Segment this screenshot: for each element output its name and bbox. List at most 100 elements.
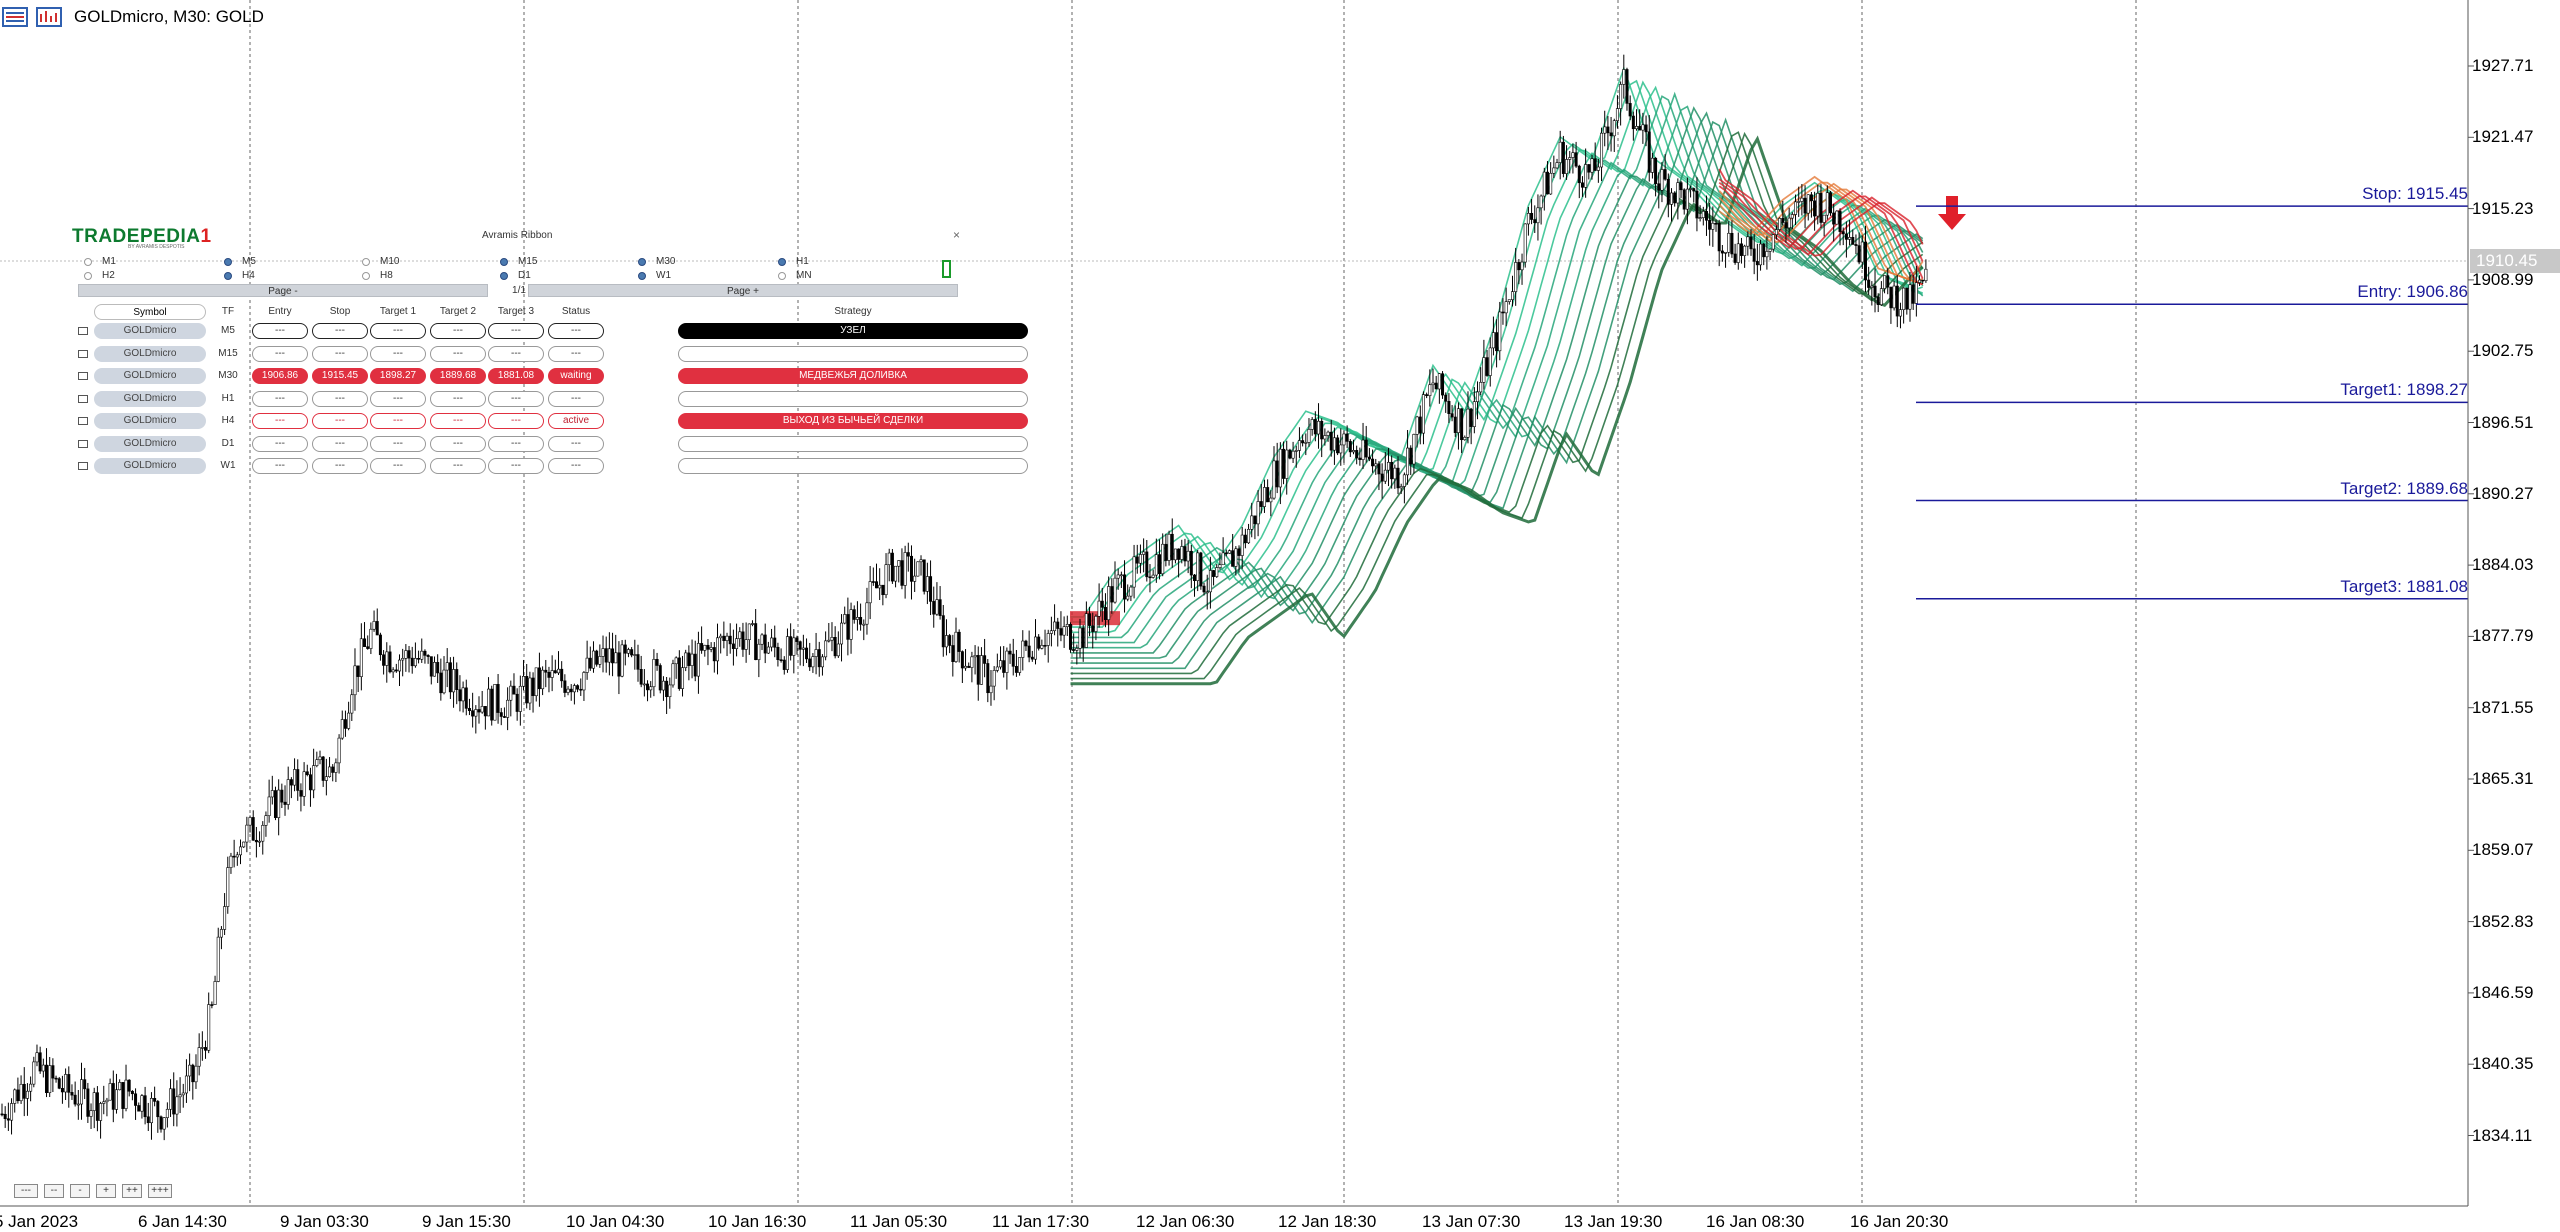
row-checkbox[interactable]: [78, 372, 88, 380]
candle-body: [366, 646, 370, 649]
row-symbol[interactable]: GOLDmicro: [94, 435, 206, 452]
timeframe-option[interactable]: M15: [500, 256, 537, 267]
zoom-button[interactable]: +: [96, 1184, 116, 1198]
row-checkbox[interactable]: [78, 394, 88, 403]
row-symbol[interactable]: GOLDmicro: [94, 413, 206, 429]
radio-icon[interactable]: [638, 257, 646, 266]
table-row[interactable]: GOLDmicro M5 --- --- --- --- --- --- УЗЕЛ: [78, 322, 1028, 340]
candle-body: [1135, 556, 1139, 564]
table-row[interactable]: GOLDmicro M15 --- --- --- --- --- ---: [78, 345, 1028, 363]
candle-body: [846, 614, 850, 640]
candle-body: [830, 637, 834, 641]
radio-icon[interactable]: [500, 257, 508, 266]
radio-icon[interactable]: [84, 271, 92, 280]
candle-body: [1437, 373, 1441, 390]
level-label[interactable]: Stop: 1915.45: [2362, 184, 2468, 204]
level-label[interactable]: Target1: 1898.27: [2340, 380, 2468, 400]
row-checkbox[interactable]: [78, 462, 88, 470]
radio-icon[interactable]: [224, 271, 232, 280]
candle-body: [741, 631, 745, 650]
row-symbol[interactable]: GOLDmicro: [94, 323, 206, 339]
table-row[interactable]: GOLDmicro H1 --- --- --- --- --- ---: [78, 390, 1028, 408]
row-checkbox[interactable]: [78, 439, 88, 448]
candle-body: [1778, 218, 1782, 230]
candle-body: [448, 662, 452, 693]
row-symbol[interactable]: GOLDmicro: [94, 368, 206, 384]
timeframe-option[interactable]: H4: [224, 270, 255, 281]
chart-menu-icon[interactable]: [2, 6, 28, 28]
candle-body: [843, 614, 847, 624]
close-icon[interactable]: ×: [952, 228, 960, 242]
level-label[interactable]: Target2: 1889.68: [2340, 478, 2468, 498]
zoom-button[interactable]: ++: [122, 1184, 142, 1198]
zoom-button[interactable]: -: [70, 1184, 90, 1198]
candle-body: [1622, 69, 1626, 85]
timeframe-option[interactable]: M30: [638, 256, 675, 267]
status-indicator[interactable]: [942, 260, 951, 278]
radio-icon[interactable]: [778, 257, 786, 266]
table-row[interactable]: GOLDmicro H4 --- --- --- --- --- active ВЫХОД ИЗ…: [78, 412, 1028, 430]
radio-icon[interactable]: [224, 257, 232, 266]
timeframe-option[interactable]: H8: [362, 270, 393, 281]
cell-t1: ---: [370, 390, 426, 407]
radio-icon[interactable]: [362, 271, 370, 280]
timeframe-option[interactable]: M5: [224, 256, 256, 267]
table-row[interactable]: GOLDmicro D1 --- --- --- --- --- ---: [78, 435, 1028, 453]
candle-body: [525, 675, 529, 704]
row-symbol[interactable]: GOLDmicro: [94, 458, 206, 474]
candle-body: [722, 635, 726, 641]
candle-body: [70, 1092, 74, 1096]
candle-body: [254, 839, 258, 843]
zoom-button[interactable]: +++: [148, 1184, 172, 1198]
row-checkbox[interactable]: [78, 417, 88, 425]
price-tick-label: 1871.55: [2472, 697, 2534, 717]
candle-body: [1584, 164, 1588, 188]
candle-body: [1215, 567, 1219, 577]
row-symbol[interactable]: GOLDmicro: [94, 390, 206, 407]
cell-status: ---: [548, 345, 604, 362]
candle-body: [1282, 448, 1286, 479]
candle-body: [1809, 194, 1813, 202]
header-status: Status: [561, 306, 591, 317]
price-tick-label: 1890.27: [2472, 483, 2534, 503]
candle-body: [1797, 201, 1801, 203]
row-checkbox[interactable]: [78, 327, 88, 335]
candle-body: [1889, 286, 1893, 309]
page-plus-button[interactable]: Page +: [528, 284, 958, 297]
timeframe-option[interactable]: M1: [84, 256, 116, 267]
radio-icon[interactable]: [84, 257, 92, 266]
candle-body: [1173, 548, 1177, 561]
cell-stop: ---: [312, 413, 368, 429]
candle-body: [1021, 640, 1025, 658]
timeframe-option[interactable]: D1: [500, 270, 531, 281]
radio-icon[interactable]: [362, 257, 370, 266]
radio-icon[interactable]: [778, 271, 786, 280]
cell-t1: ---: [370, 345, 426, 362]
candle-body: [1307, 429, 1311, 443]
page-minus-button[interactable]: Page -: [78, 284, 488, 297]
candle-body: [636, 654, 640, 670]
indicator-icon[interactable]: [36, 6, 62, 28]
candle-body: [1313, 419, 1317, 435]
radio-icon[interactable]: [500, 271, 508, 280]
timeframe-option[interactable]: MN: [778, 270, 812, 281]
timeframe-option[interactable]: W1: [638, 270, 671, 281]
zoom-button[interactable]: ---: [14, 1184, 38, 1198]
candle-body: [394, 669, 398, 672]
candle-body: [35, 1052, 39, 1063]
candle-body: [518, 685, 522, 712]
timeframe-option[interactable]: H1: [778, 256, 809, 267]
row-checkbox[interactable]: [78, 349, 88, 358]
row-symbol[interactable]: GOLDmicro: [94, 345, 206, 362]
table-row[interactable]: GOLDmicro W1 --- --- --- --- --- ---: [78, 457, 1028, 475]
radio-icon[interactable]: [638, 271, 646, 280]
candle-body: [1113, 577, 1117, 603]
cell-entry: ---: [252, 345, 308, 362]
timeframe-option[interactable]: H2: [84, 270, 115, 281]
timeframe-option[interactable]: M10: [362, 256, 399, 267]
level-label[interactable]: Entry: 1906.86: [2357, 282, 2468, 302]
table-row[interactable]: GOLDmicro M30 1906.86 1915.45 1898.27 1889.68…: [78, 367, 1028, 385]
level-label[interactable]: Target3: 1881.08: [2340, 576, 2468, 596]
zoom-button[interactable]: --: [44, 1184, 64, 1198]
